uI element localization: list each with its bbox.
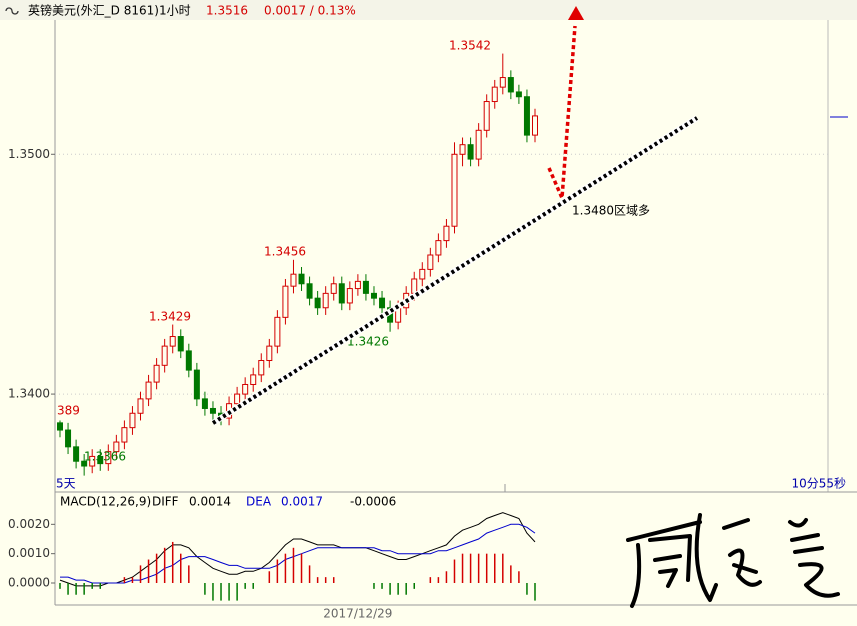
candle-body (242, 383, 249, 395)
annotation: 1.3456 (264, 245, 306, 259)
forecast-arrow (547, 25, 577, 199)
candle-body (153, 364, 160, 383)
candle-body (145, 381, 152, 400)
candle-body (362, 280, 369, 294)
candle-body (451, 153, 458, 227)
candle-body (73, 446, 80, 462)
annotation: 1.3366 (84, 450, 126, 464)
candle-body (379, 297, 386, 309)
diff-value: 0.0014 (189, 495, 231, 509)
candle-body (137, 398, 144, 414)
candle-body (370, 292, 377, 299)
candle-body (515, 91, 522, 98)
y-tick-label: 0.0020 (8, 517, 50, 531)
candle-body (507, 77, 514, 93)
candle-body (97, 455, 104, 465)
price-change: 0.0017 / 0.13% (264, 4, 356, 18)
macd-line (59, 512, 536, 587)
chart-title: 英镑美元(外汇_D 8161)1小时 (28, 3, 191, 18)
annotation: 1.3426 (347, 335, 389, 349)
y-tick-label: 1.3500 (8, 147, 50, 161)
candle-body (274, 316, 281, 347)
candle-body (475, 129, 482, 160)
arrow-head (568, 6, 584, 20)
candle-body (435, 240, 442, 256)
macd-line (60, 523, 536, 584)
period-label: 5天 (56, 477, 76, 491)
candle-body (483, 101, 490, 131)
candle-body (234, 393, 241, 405)
dea-name: DEA (246, 495, 272, 509)
diff-name: DIFF (152, 495, 179, 509)
y-tick-label: 0.0010 (8, 546, 50, 560)
candle-body (161, 345, 168, 366)
candle-body (258, 360, 265, 376)
candle-body (298, 273, 305, 285)
candle-body (250, 374, 257, 385)
candle-body (113, 441, 120, 453)
candle-body (330, 283, 337, 294)
y-tick-label: 1.3400 (8, 387, 50, 401)
candle-body (532, 115, 538, 136)
candle-body (290, 273, 297, 287)
trend-line (211, 116, 699, 425)
candle-body (105, 451, 112, 465)
candle-body (266, 345, 273, 362)
candle-body (81, 460, 88, 467)
candle-body (467, 144, 474, 160)
x-tick-label: 2017/12/29 (323, 607, 392, 621)
candle-body (411, 278, 418, 294)
annotation: 1.3429 (149, 310, 191, 324)
candle-body (306, 283, 313, 299)
candle-body (209, 407, 216, 414)
countdown-label: 10分55秒 (791, 477, 846, 491)
candle-body (89, 455, 96, 467)
candle-body (314, 297, 321, 309)
candle-body (427, 254, 434, 270)
candle-body (129, 412, 136, 429)
annotation: 1.3542 (449, 39, 491, 53)
candle-body (491, 86, 498, 103)
candle-body (419, 268, 426, 280)
dea-value: 0.0017 (281, 495, 323, 509)
candle-body (193, 369, 200, 400)
macd-value: -0.0006 (350, 495, 396, 509)
candle-body (499, 77, 506, 88)
macd-title: MACD(12,26,9) (60, 495, 151, 509)
candle-body (523, 96, 530, 136)
candle-body (459, 144, 466, 155)
candle-body (185, 350, 192, 371)
last-price: 1.3516 (206, 4, 248, 18)
candle-body (57, 422, 63, 431)
candle-body (443, 225, 450, 242)
plot-area: 1.3500 1.3400 1.3542 1.3456 1.3429 1.3426 1.33… (8, 39, 828, 621)
candle-body (65, 429, 72, 448)
candle-body (169, 336, 176, 347)
y-tick-label: 0.0000 (8, 576, 50, 590)
candle-body (354, 280, 361, 290)
candle-body (322, 292, 329, 309)
annotation: 389 (57, 404, 80, 418)
header-bar (0, 0, 857, 20)
candle-body (201, 398, 208, 409)
candle-body (177, 336, 184, 352)
signature (626, 513, 840, 608)
candle-body (282, 285, 289, 318)
candle-body (121, 427, 128, 443)
candle-body (346, 288, 353, 304)
annotation: 1.3480区域多 (572, 204, 650, 218)
candle-body (338, 283, 345, 304)
header-icon (5, 7, 19, 15)
